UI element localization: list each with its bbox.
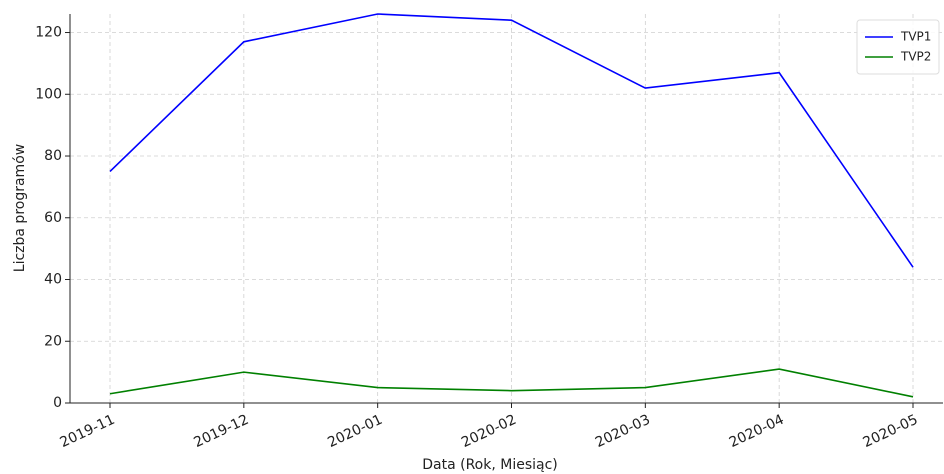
y-tick-label: 60 [44, 210, 62, 226]
legend-label: TVP2 [900, 50, 931, 64]
x-tick-label: 2019-12 [191, 412, 251, 451]
x-tick-label: 2019-11 [58, 412, 118, 451]
x-tick-label: 2020-02 [459, 412, 519, 451]
y-tick-label: 0 [53, 395, 62, 411]
x-tick-label: 2020-05 [861, 412, 921, 451]
x-axis-label: Data (Rok, Miesiąc) [422, 457, 558, 473]
y-axis-label: Liczba programów [12, 144, 28, 272]
line-series [109, 13, 914, 268]
legend: TVP1 TVP2 [856, 19, 940, 75]
y-tick-label: 40 [44, 272, 62, 288]
y-tick-label: 120 [35, 25, 62, 41]
y-tick-label: 20 [44, 333, 62, 349]
line-series [109, 368, 914, 398]
y-tick-label: 80 [44, 148, 62, 164]
legend-label: TVP1 [900, 30, 931, 44]
x-tick-label: 2020-04 [727, 412, 787, 451]
y-tick-label: 100 [35, 86, 62, 102]
x-tick-label: 2020-03 [593, 412, 653, 451]
x-tick-label: 2020-01 [325, 412, 385, 451]
legend-box [856, 19, 940, 75]
